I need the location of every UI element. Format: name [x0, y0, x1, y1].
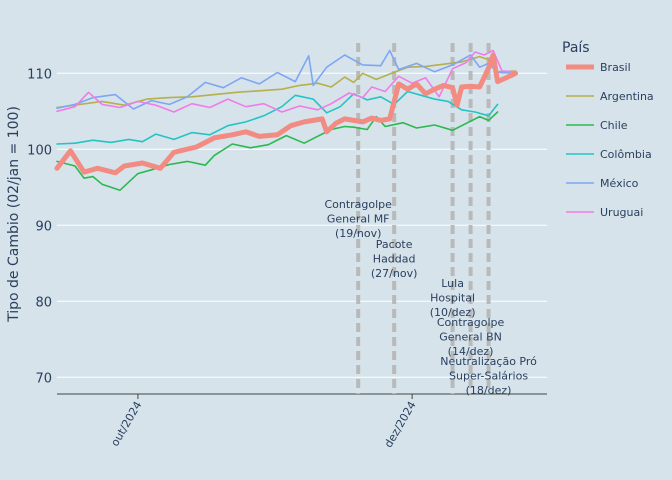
legend-item[interactable]: Brasil — [566, 61, 631, 74]
legend-item[interactable]: Chile — [566, 119, 628, 132]
y-tick-label: 110 — [27, 67, 52, 82]
series-line-chile[interactable] — [56, 111, 499, 192]
legend-label: Uruguai — [600, 206, 643, 219]
legend-label: Brasil — [600, 61, 631, 74]
legend-label: Argentina — [600, 90, 654, 103]
y-tick-label: 90 — [35, 219, 52, 234]
event-annotation: Contragolpe General BN (14/dez) — [437, 316, 505, 358]
event-annotations: Contragolpe General MF (19/nov)Pacote Hadda… — [324, 198, 537, 397]
legend-label: México — [600, 177, 639, 190]
y-tick-label: 80 — [35, 295, 52, 310]
series-line-méxico[interactable] — [56, 49, 517, 110]
series-line-colômbia[interactable] — [56, 90, 499, 145]
legend-label: Colômbia — [600, 148, 652, 161]
plot-grid — [57, 72, 547, 395]
legend-item[interactable]: Uruguai — [566, 206, 643, 219]
legend-item[interactable]: Colômbia — [566, 148, 652, 161]
legend-item[interactable]: Argentina — [566, 90, 654, 103]
y-tick-label: 70 — [35, 371, 52, 386]
series-line-uruguai[interactable] — [56, 49, 517, 113]
event-annotation: Pacote Haddad (27/nov) — [371, 238, 418, 280]
legend-item[interactable]: México — [566, 177, 639, 190]
series-line-brasil[interactable] — [54, 52, 518, 176]
series-lines — [54, 49, 518, 192]
y-tick-labels: 70 80 90 100 110 — [27, 67, 52, 386]
event-annotation: Neutralização Pró Super-Salários (18/dez) — [440, 355, 537, 397]
legend-label: Chile — [600, 119, 628, 132]
legend-title: País — [562, 40, 590, 56]
y-tick-label: 100 — [27, 143, 52, 158]
y-axis-label: Tipo de Cambio (02/jan = 100) — [6, 106, 22, 323]
legend[interactable]: País Brasil Argentina Chile Colômbia México U… — [562, 40, 654, 219]
event-annotation: Contragolpe General MF (19/nov) — [324, 198, 392, 240]
event-annotation: Lula Hospital (10/dez) — [430, 277, 476, 319]
